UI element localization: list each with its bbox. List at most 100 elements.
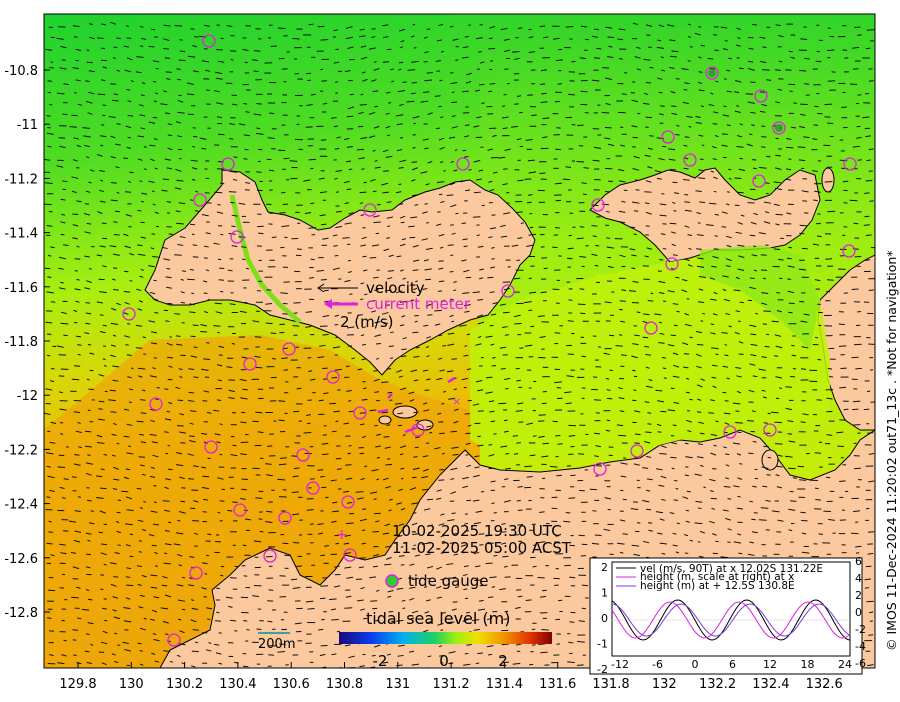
velocity-arrow <box>401 349 406 350</box>
velocity-arrow <box>207 534 211 535</box>
velocity-arrow <box>100 315 104 316</box>
velocity-arrow <box>362 256 366 257</box>
velocity-arrow <box>857 311 861 312</box>
velocity-arrow <box>336 192 339 193</box>
scale-bar-label: 200m <box>258 637 295 652</box>
velocity-arrow <box>168 469 172 470</box>
velocity-arrow <box>399 184 402 185</box>
velocity-arrow <box>620 301 626 302</box>
velocity-arrow <box>798 147 806 148</box>
velocity-arrow <box>815 500 821 501</box>
y-tick-label: -11.8 <box>4 335 38 350</box>
velocity-arrow <box>245 183 250 184</box>
velocity-arrow <box>345 465 351 466</box>
velocity-arrow <box>762 47 766 48</box>
inset-x-tick: -6 <box>652 658 663 671</box>
velocity-arrow <box>856 138 861 139</box>
velocity-arrow <box>800 512 805 513</box>
velocity-arrow <box>606 378 609 379</box>
velocity-arrow <box>177 520 180 521</box>
velocity-arrow <box>156 68 158 69</box>
velocity-arrow <box>73 630 79 631</box>
velocity-arrow <box>347 147 353 148</box>
velocity-arrow <box>774 249 781 250</box>
velocity-arrow <box>415 205 419 206</box>
velocity-arrow <box>752 24 757 25</box>
inset-right-tick: -6 <box>855 657 866 670</box>
velocity-arrow <box>577 238 584 239</box>
velocity-arrow <box>648 301 654 302</box>
velocity-arrow <box>519 112 523 113</box>
velocity-arrow <box>867 160 871 161</box>
velocity-arrow <box>77 279 80 280</box>
velocity-arrow <box>374 222 381 223</box>
velocity-arrow <box>179 60 186 61</box>
velocity-arrow <box>447 195 454 196</box>
velocity-arrow <box>137 421 144 422</box>
x-tick-label: 130 <box>119 677 144 692</box>
inset-right-tick: 0 <box>855 606 862 619</box>
velocity-arrow <box>776 25 781 26</box>
velocity-arrow <box>866 235 872 236</box>
velocity-arrow <box>256 104 261 105</box>
velocity-arrow <box>85 651 90 652</box>
velocity-arrow <box>203 512 207 513</box>
velocity-arrow <box>526 600 532 601</box>
velocity-arrow <box>337 469 342 470</box>
velocity-arrow <box>335 82 338 83</box>
velocity-arrow <box>60 282 64 283</box>
velocity-arrow <box>220 575 223 576</box>
velocity-arrow <box>101 544 107 545</box>
velocity-arrow <box>506 192 509 193</box>
velocity-arrow <box>602 113 609 114</box>
velocity-arrow <box>218 134 224 135</box>
velocity-arrow <box>518 28 523 29</box>
velocity-arrow <box>73 640 76 641</box>
velocity-arrow <box>268 621 273 622</box>
velocity-arrow <box>595 265 599 266</box>
velocity-arrow <box>360 413 366 414</box>
velocity-arrow <box>761 147 765 148</box>
x-tick-label: 130.4 <box>219 677 256 692</box>
velocity-arrow <box>839 481 845 482</box>
y-tick-label: -12.6 <box>4 552 38 567</box>
velocity-arrow <box>308 358 312 359</box>
velocity-arrow <box>399 204 403 205</box>
velocity-arrow <box>868 635 873 636</box>
velocity-arrow <box>815 337 818 338</box>
velocity-arrow <box>690 337 693 338</box>
velocity-arrow <box>229 192 236 193</box>
time-utc: 10-02-2025 19:30 UTC <box>392 522 562 540</box>
velocity-arrow <box>387 135 390 136</box>
velocity-arrow <box>582 356 586 357</box>
velocity-arrow <box>151 29 155 30</box>
x-tick-label: 130.2 <box>166 677 203 692</box>
velocity-arrow <box>75 60 79 61</box>
x-marker: × <box>452 395 461 408</box>
velocity-arrow <box>528 29 531 30</box>
velocity-arrow <box>465 125 469 126</box>
velocity-arrow <box>370 257 377 258</box>
velocity-arrow <box>101 125 104 126</box>
velocity-arrow <box>208 299 211 300</box>
velocity-arrow <box>746 94 753 95</box>
velocity-arrow <box>791 345 794 346</box>
velocity-arrow <box>635 434 641 435</box>
velocity-arrow <box>232 344 235 345</box>
velocity-arrow <box>230 620 236 621</box>
velocity-arrow <box>162 585 167 586</box>
velocity-arrow <box>121 491 128 492</box>
velocity-arrow <box>670 457 676 458</box>
y-tick-label: -11.6 <box>4 281 38 296</box>
velocity-arrow <box>188 114 194 115</box>
velocity-arrow <box>554 382 562 383</box>
velocity-arrow <box>206 343 209 344</box>
velocity-arrow <box>656 390 663 391</box>
velocity-arrow <box>166 72 172 73</box>
velocity-arrow <box>558 84 562 85</box>
colorbar-tick: -2 <box>373 652 388 670</box>
velocity-arrow <box>467 645 472 646</box>
x-tick-label: 130.6 <box>273 677 310 692</box>
velocity-arrow <box>530 455 536 456</box>
current-meter-legend-label: current meter <box>366 295 471 313</box>
